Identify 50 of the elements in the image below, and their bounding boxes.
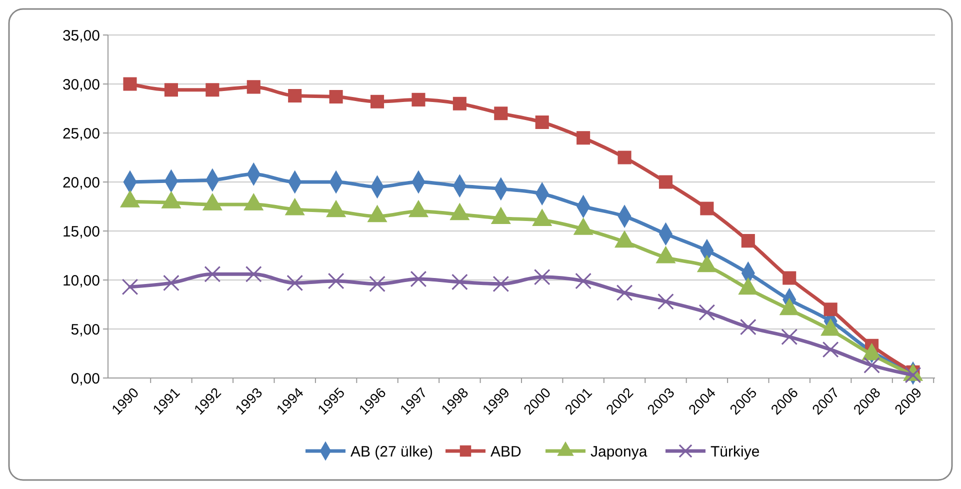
- legend-label: ABD: [490, 443, 522, 460]
- point: [162, 274, 180, 292]
- point: [575, 272, 592, 290]
- point: [410, 270, 427, 288]
- point: [781, 328, 798, 346]
- y-tick-label: 30,00: [62, 76, 100, 94]
- point: [616, 284, 633, 301]
- legend-label: Japonya: [590, 443, 648, 460]
- point: [658, 293, 674, 310]
- point: [658, 175, 673, 189]
- point: [452, 96, 466, 110]
- point: [204, 266, 221, 282]
- point: [369, 276, 386, 292]
- point: [492, 276, 510, 292]
- point: [698, 304, 716, 321]
- point: [904, 366, 922, 384]
- point: [122, 278, 138, 296]
- point: [123, 77, 137, 91]
- point: [329, 90, 343, 104]
- y-tick-label: 10,00: [62, 272, 100, 290]
- point: [494, 106, 508, 120]
- point: [824, 302, 838, 316]
- point: [164, 83, 178, 97]
- point: [246, 80, 260, 94]
- y-tick-label: 0,00: [70, 370, 100, 388]
- point: [286, 274, 304, 292]
- point: [535, 115, 549, 129]
- point: [740, 318, 756, 336]
- point: [288, 88, 302, 103]
- y-tick-label: 5,00: [70, 321, 100, 338]
- point: [451, 274, 468, 290]
- point: [412, 92, 426, 106]
- point: [206, 83, 220, 97]
- point: [700, 202, 714, 216]
- y-tick-label: 20,00: [62, 174, 100, 192]
- y-tick-label: 35,00: [62, 27, 100, 44]
- point: [576, 131, 590, 145]
- point: [782, 271, 796, 285]
- point: [328, 272, 344, 290]
- point: [618, 150, 632, 164]
- point: [534, 268, 550, 286]
- point: [741, 234, 755, 248]
- point: [370, 94, 384, 108]
- legend-label: Türkiye: [710, 443, 760, 460]
- y-tick-label: 15,00: [62, 223, 100, 240]
- point: [822, 341, 839, 358]
- y-tick-label: 25,00: [62, 125, 100, 142]
- legend-label: AB (27 ülke): [350, 443, 434, 460]
- point: [864, 357, 880, 374]
- point: [245, 266, 262, 282]
